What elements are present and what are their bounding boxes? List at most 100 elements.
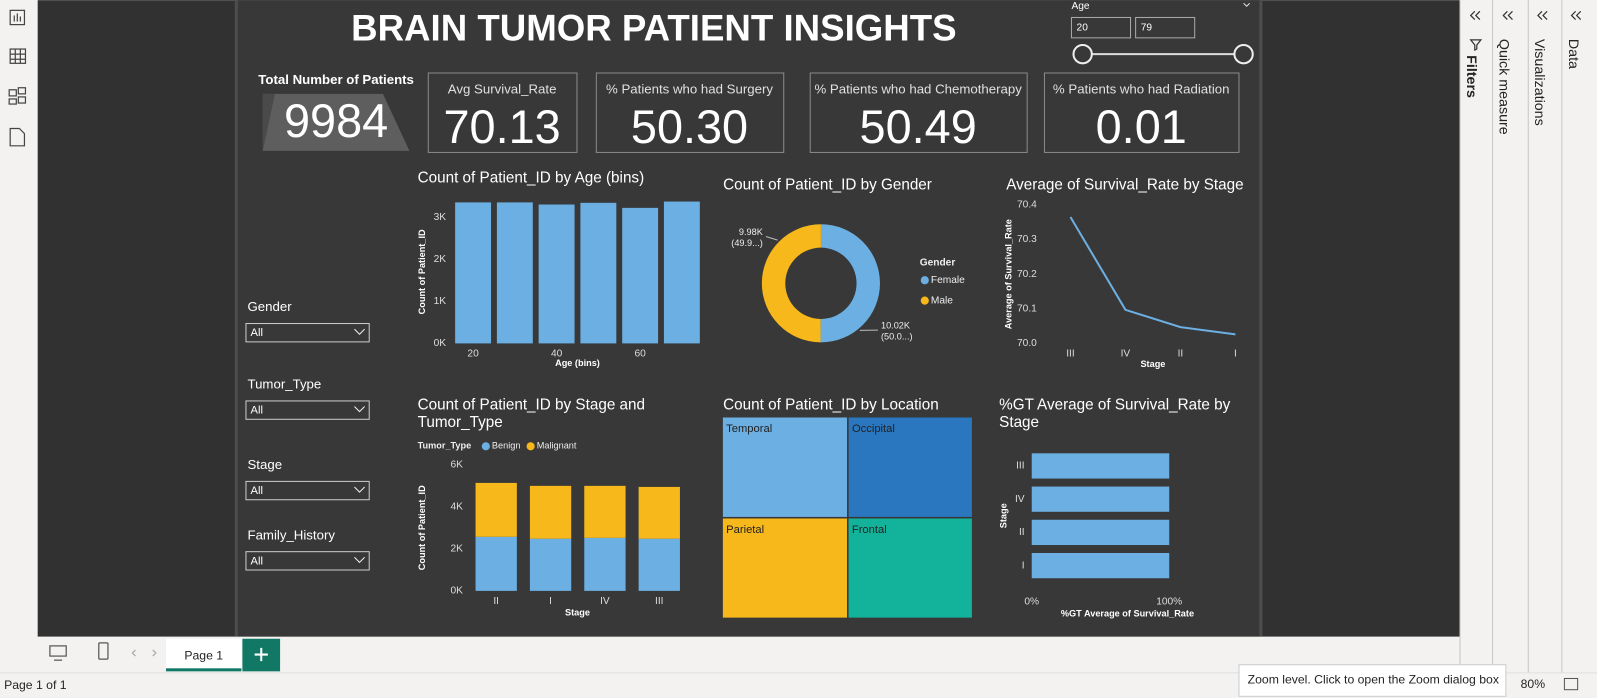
x-tick-label: II — [1178, 348, 1184, 359]
treemap-cell — [847, 516, 974, 620]
slicer-dropdown[interactable] — [245, 551, 370, 571]
prev-page[interactable] — [131, 649, 136, 657]
chart: Average of Survival_Rate by Stage 70.0 70.… — [1004, 177, 1244, 370]
slider-handle[interactable] — [1233, 43, 1254, 65]
x-tick-label: I — [1234, 348, 1237, 359]
y-tick-label: 4K — [450, 501, 463, 512]
x-tick-label: II — [493, 596, 499, 607]
kpi-card — [809, 72, 1028, 153]
x-tick-label: 40 — [551, 348, 563, 359]
y-axis-label: Count of Patient_ID — [417, 485, 427, 570]
kpi-value: 9984 — [284, 95, 388, 147]
slicer-chevron[interactable] — [1243, 2, 1251, 7]
y-axis-label: Count of Patient_ID — [417, 229, 427, 314]
x-axis-label: Age (bins) — [555, 358, 600, 368]
dropdown-chevron — [354, 406, 365, 413]
model-view-button[interactable] — [8, 87, 27, 105]
x-tick-label: I — [549, 596, 552, 607]
chart: Count of Patient_ID by Gender 10.02K(50.0… — [723, 177, 965, 343]
dropdown-chevron — [354, 556, 365, 564]
kpi-shape — [262, 93, 275, 151]
y-tick-label: 70.1 — [1017, 303, 1037, 314]
kpi-label: % Patients who had Radiation — [1053, 81, 1230, 96]
kpi-value: 70.13 — [444, 101, 561, 153]
kpi-card — [427, 72, 578, 153]
pane-title[interactable]: Quick measure — [1496, 39, 1512, 135]
bar — [538, 204, 575, 344]
min-input[interactable] — [1070, 16, 1132, 39]
y-tick-label: III — [1016, 461, 1024, 472]
chart: %GT Average of Survival_Rate by Stage 0% 1… — [999, 397, 1235, 619]
chart-title: Count of Patient_ID by Stage and Tumor_T… — [418, 397, 650, 431]
dropdown-chevron — [354, 328, 365, 335]
desktop-layout-button[interactable] — [49, 645, 67, 661]
kpi-cards: Avg Survival_Rate 70.13 % Patients who had… — [427, 72, 1240, 153]
fit-to-page[interactable] — [1563, 677, 1579, 691]
legend-marker — [481, 442, 490, 451]
chart-title: Count of Patient_ID by Location — [723, 397, 939, 414]
bar — [1031, 552, 1170, 579]
x-axis-label: Stage — [1140, 359, 1165, 369]
zoom-level[interactable]: 80% — [1521, 677, 1546, 691]
expand-filters[interactable] — [1469, 10, 1481, 20]
x-tick-label: 20 — [467, 348, 479, 359]
dropdown-chevron — [354, 486, 365, 493]
left-toolbar — [8, 9, 27, 147]
x-tick-label: 100% — [1156, 596, 1182, 607]
dashboard-title: BRAIN TUMOR PATIENT INSIGHTS — [351, 7, 957, 48]
slicer-dropdown[interactable] — [245, 480, 370, 501]
line — [1069, 216, 1236, 336]
legend-label: Malignant — [537, 441, 577, 451]
y-axis-label: Stage — [999, 503, 1009, 528]
y-tick-label: 3K — [434, 212, 447, 223]
y-tick-label: IV — [1015, 494, 1025, 505]
next-page[interactable] — [152, 649, 157, 657]
age-slicer[interactable]: Age 20 79 — [1070, 1, 1254, 65]
data-label: 9.98K — [739, 227, 763, 237]
expand-quick-measure[interactable] — [1502, 10, 1513, 20]
bar — [1031, 453, 1170, 479]
bar-segment — [529, 485, 572, 539]
legend-label: Male — [931, 295, 953, 306]
bar-segment — [475, 536, 517, 591]
data-label: (50.0...) — [881, 332, 913, 342]
report-view-button[interactable] — [9, 9, 26, 26]
x-axis-label: Stage — [565, 608, 590, 618]
bar-segment — [475, 482, 517, 537]
y-tick-label: II — [1019, 527, 1025, 538]
slicer-dropdown[interactable] — [245, 400, 370, 420]
legend-label: Female — [931, 275, 965, 286]
slicer-dropdown[interactable] — [245, 323, 370, 343]
bar-segment — [638, 486, 680, 539]
table-view-button[interactable] — [9, 48, 27, 64]
page-count: Page 1 of 1 — [4, 678, 67, 692]
x-tick-label: 0% — [1024, 596, 1039, 607]
mobile-layout-button[interactable] — [98, 642, 109, 660]
page-tab-label[interactable]: Page 1 — [184, 648, 223, 662]
pane-title[interactable]: Data — [1565, 39, 1581, 69]
x-tick-label: III — [1066, 348, 1074, 359]
y-tick-label: 70.0 — [1017, 338, 1037, 349]
chart-title: Count of Patient_ID by Age (bins) — [418, 169, 645, 186]
slicer-value: All — [251, 485, 263, 497]
expand-visualizations[interactable] — [1537, 10, 1548, 20]
leader-line — [765, 235, 778, 241]
dax-view-button[interactable] — [9, 127, 26, 147]
data-label: 10.02K — [881, 321, 910, 331]
slider-handle[interactable] — [1072, 43, 1093, 65]
y-tick-label: 0K — [434, 338, 447, 349]
chart-title: %GT Average of Survival_Rate by Stage — [999, 397, 1234, 431]
pane-title[interactable]: Visualizations — [1531, 39, 1547, 126]
charts: Count of Patient_ID by Age (bins) 0K 1K 2K 3… — [417, 169, 1244, 620]
max-input[interactable] — [1135, 16, 1196, 39]
expand-data[interactable] — [1570, 10, 1582, 20]
slicer-value: All — [251, 327, 263, 339]
donut-slice — [761, 224, 821, 343]
slicer-label: Age — [1071, 1, 1089, 12]
pane-title[interactable]: Filters — [1463, 55, 1479, 98]
page-tab[interactable] — [166, 638, 242, 672]
side-panes: Filters Quick measure Visualizations Dat… — [1459, 0, 1597, 673]
bar — [1031, 486, 1170, 512]
chart: Count of Patient_ID by Age (bins) 0K 1K 2K 3… — [417, 169, 700, 368]
